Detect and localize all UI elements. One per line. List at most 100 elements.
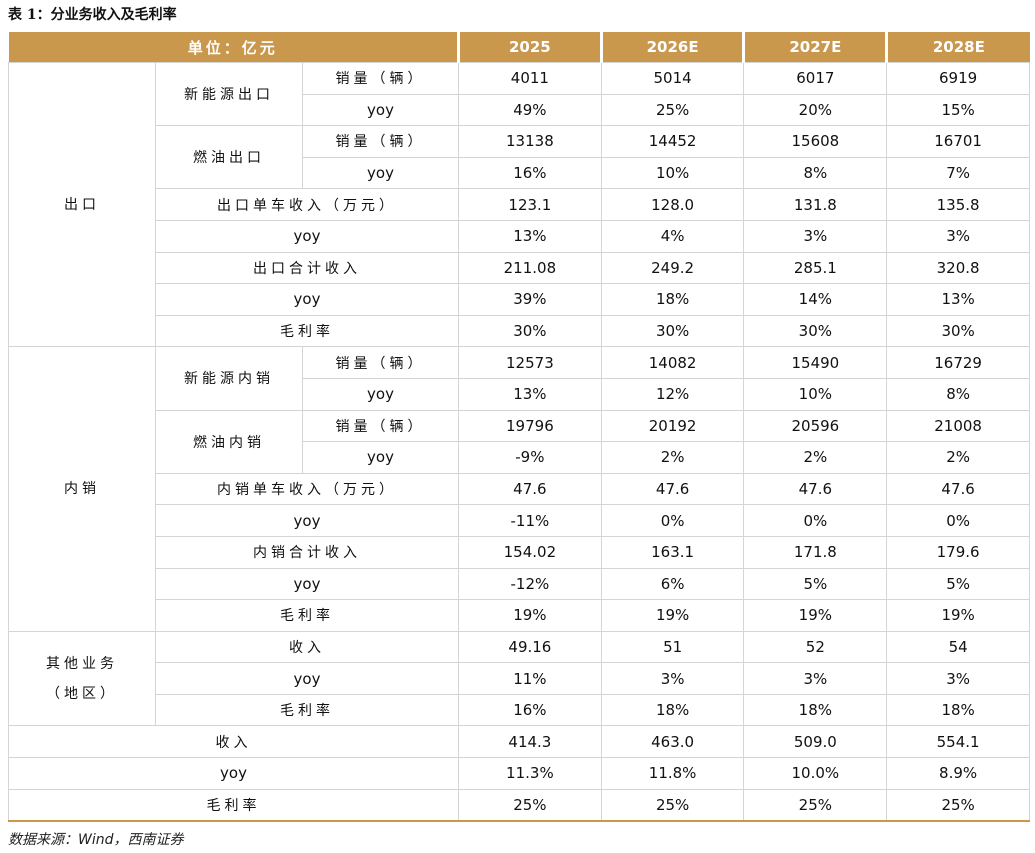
value-cell: 11.3% — [458, 757, 602, 790]
value-cell: 11.8% — [600, 757, 745, 790]
value-cell: 10.0% — [743, 757, 888, 790]
row-label: 内销合计收入 — [154, 535, 460, 569]
value-cell: -11% — [458, 504, 602, 537]
value-cell: 20192 — [600, 409, 745, 443]
value-cell: 4% — [600, 219, 745, 253]
table-row: 出口单车收入（万元） 123.1 128.0 131.8 135.8 — [9, 188, 1030, 221]
row-label: 毛利率 — [154, 314, 460, 348]
value-cell: 25% — [600, 788, 745, 823]
table-row: 毛利率 19% 19% 19% 19% — [9, 599, 1030, 632]
value-cell: 7% — [886, 156, 1030, 190]
value-cell: 18% — [600, 283, 745, 316]
group-label: 燃油出口 — [155, 125, 303, 190]
value-cell: 13% — [886, 283, 1030, 316]
year-header: 2026E — [599, 32, 744, 63]
value-cell: 414.3 — [458, 725, 602, 759]
year-header: 2028E — [885, 32, 1030, 63]
value-cell: 154.02 — [458, 535, 602, 569]
value-cell: 6017 — [743, 62, 888, 95]
value-cell: 8% — [743, 156, 888, 190]
group-label: 新能源内销 — [155, 346, 303, 411]
section-label: 其他业务（地区） — [8, 630, 156, 727]
value-cell: 0% — [743, 504, 888, 537]
table-row: 毛利率 30% 30% 30% 30% — [9, 314, 1030, 348]
value-cell: 14% — [743, 283, 888, 316]
value-cell: 21008 — [886, 409, 1030, 443]
value-cell: 30% — [600, 314, 745, 348]
value-cell: 131.8 — [743, 188, 888, 221]
value-cell: 47.6 — [600, 472, 745, 506]
row-label: yoy — [154, 219, 460, 253]
value-cell: 11% — [458, 662, 602, 695]
table-body: 出口 新能源出口 销量（辆） 4011 5014 6017 6919 yoy 49% 25% 20%… — [7, 61, 1030, 823]
row-label: 销量（辆） — [301, 346, 460, 379]
value-cell: 20% — [743, 93, 888, 127]
row-label: yoy — [154, 567, 460, 601]
value-cell: 20596 — [743, 409, 888, 443]
value-cell: 47.6 — [458, 472, 602, 506]
table-row: 毛利率 16% 18% 18% 18% — [9, 693, 1030, 727]
value-cell: 49% — [458, 93, 602, 127]
value-cell: 5% — [886, 567, 1030, 601]
value-cell: 18% — [886, 693, 1030, 727]
table-row: 燃油内销 销量（辆） 19796 20192 20596 21008 — [9, 409, 1030, 474]
row-label: yoy — [301, 93, 460, 127]
table-row: 收入 414.3 463.0 509.0 554.1 — [7, 725, 1030, 759]
table-row: 毛利率 25% 25% 25% 25% — [7, 788, 1030, 823]
value-cell: 285.1 — [743, 251, 888, 285]
table-row: 其他业务（地区） 收入 49.16 51 52 54 — [8, 630, 1030, 727]
value-cell: 51 — [600, 630, 745, 664]
value-cell: 3% — [600, 662, 745, 695]
table-row: 内销合计收入 154.02 163.1 171.8 179.6 — [9, 535, 1030, 569]
value-cell: 16701 — [886, 125, 1030, 158]
table-row: 出口 新能源出口 销量（辆） 4011 5014 6017 6919 — [8, 61, 1030, 348]
value-cell: 52 — [743, 630, 888, 664]
table-row: yoy -12% 6% 5% 5% — [9, 567, 1030, 601]
row-label: yoy — [301, 441, 460, 474]
value-cell: 19% — [743, 599, 888, 632]
value-cell: 249.2 — [600, 251, 745, 285]
value-cell: 25% — [886, 788, 1030, 823]
row-label: 内销单车收入（万元） — [154, 472, 460, 506]
value-cell: 0% — [886, 504, 1030, 537]
table-row: yoy 16% 10% 8% 7% — [9, 156, 1030, 190]
value-cell: 30% — [458, 314, 602, 348]
row-label: 出口合计收入 — [154, 251, 460, 285]
group-label: 新能源出口 — [155, 61, 303, 127]
table-row: yoy 39% 18% 14% 13% — [9, 283, 1030, 316]
table-row: yoy 13% 12% 10% 8% — [9, 377, 1030, 411]
table-row: 内销单车收入（万元） 47.6 47.6 47.6 47.6 — [9, 472, 1030, 506]
value-cell: 123.1 — [458, 188, 602, 221]
value-cell: 6919 — [886, 62, 1030, 95]
source-note: 数据来源：Wind，西南证券 — [8, 832, 184, 848]
value-cell: 128.0 — [600, 188, 745, 221]
value-cell: 163.1 — [600, 535, 745, 569]
row-label: 出口单车收入（万元） — [154, 188, 460, 221]
value-cell: 554.1 — [886, 725, 1030, 759]
table-row: yoy -9% 2% 2% 2% — [9, 441, 1030, 474]
value-cell: 10% — [600, 156, 745, 190]
value-cell: 5014 — [600, 62, 745, 95]
value-cell: 18% — [600, 693, 745, 727]
value-cell: 47.6 — [886, 472, 1030, 506]
value-cell: 0% — [600, 504, 745, 537]
value-cell: 10% — [743, 377, 888, 411]
value-cell: 320.8 — [886, 251, 1030, 285]
row-label: yoy — [301, 377, 460, 411]
total-label: 毛利率 — [7, 788, 460, 823]
table-title: 表 1：分业务收入及毛利率 — [8, 7, 177, 23]
value-cell: 5% — [743, 567, 888, 601]
row-label: 销量（辆） — [301, 62, 460, 95]
value-cell: 12% — [600, 377, 745, 411]
value-cell: 12573 — [458, 346, 602, 379]
table: 单位：亿元 2025 2026E 2027E 2028E 出口 新能源出口 销量（辆） 40… — [7, 32, 1030, 823]
row-label: 毛利率 — [154, 599, 460, 632]
total-label: yoy — [7, 757, 460, 790]
section-label: 出口 — [8, 61, 156, 348]
table-row: yoy 11.3% 11.8% 10.0% 8.9% — [7, 757, 1030, 790]
value-cell: 16% — [458, 693, 602, 727]
value-cell: 3% — [743, 219, 888, 253]
row-label: 毛利率 — [154, 693, 460, 727]
value-cell: 19796 — [458, 409, 602, 443]
